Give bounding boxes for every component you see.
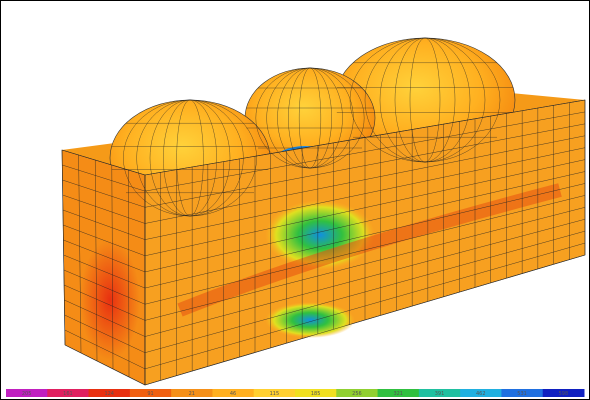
colorbar-label: 462 (476, 391, 486, 397)
colorbar-label: 256 (352, 391, 362, 397)
stress-low (265, 302, 355, 338)
stress-hotspot (80, 240, 140, 360)
colorbar: 205 161 124 91 21 46 115 185 256 321 391 462 531 598 (6, 389, 585, 397)
colorbar-label: 598 (559, 391, 569, 397)
colorbar-label: 205 (22, 391, 32, 397)
colorbar-label: 185 (311, 391, 321, 397)
colorbar-label: 115 (270, 391, 280, 397)
colorbar-label: 21 (189, 391, 195, 397)
colorbar-label: 321 (393, 391, 403, 397)
colorbar-label: 391 (435, 391, 445, 397)
colorbar-label: 124 (104, 391, 114, 397)
colorbar-label: 46 (230, 391, 236, 397)
fem-view: 205 161 124 91 21 46 115 185 256 321 391 462 531 598 (0, 0, 590, 400)
page: 205161124912146115185256321391462531598 … (0, 0, 590, 400)
colorbar-label: 531 (517, 391, 527, 397)
colorbar-label: 91 (147, 391, 153, 397)
colorbar-label: 161 (63, 391, 73, 397)
